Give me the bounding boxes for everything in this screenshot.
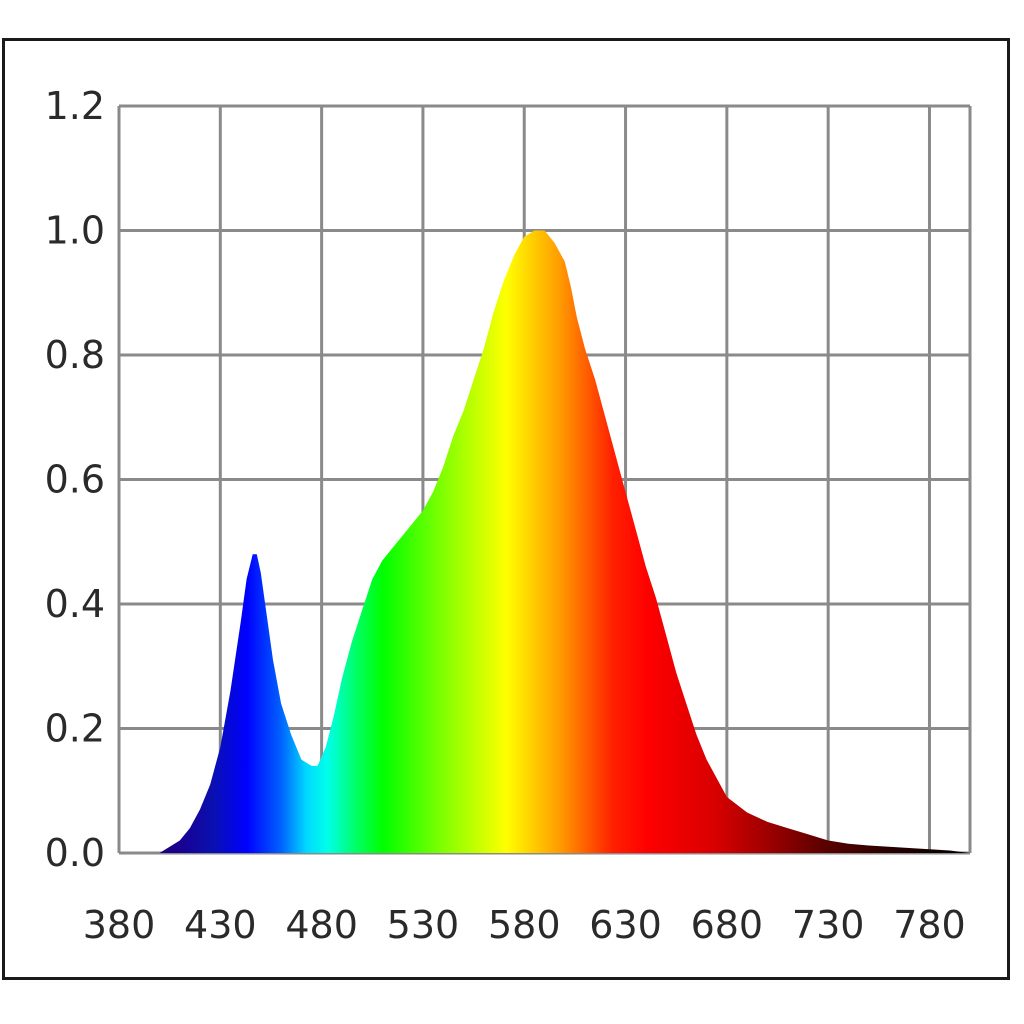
y-tick-label: 1.0: [45, 209, 105, 253]
x-tick-label: 480: [285, 903, 358, 947]
y-tick-label: 0.2: [45, 707, 105, 751]
x-tick-label: 780: [893, 903, 966, 947]
x-tick-label: 630: [589, 903, 662, 947]
x-tick-label: 580: [488, 903, 561, 947]
y-tick-label: 0.0: [45, 831, 105, 875]
x-tick-label: 680: [691, 903, 764, 947]
x-tick-label: 380: [83, 903, 156, 947]
x-tick-label: 730: [792, 903, 865, 947]
y-tick-label: 0.6: [45, 458, 105, 502]
tick-labels: 380 430 480 530 580 630 680 730 780 0.0 0.2 0.4 0.6 0…: [45, 84, 966, 947]
y-tick-label: 1.2: [45, 84, 105, 128]
y-tick-label: 0.8: [45, 333, 105, 377]
spectrum-area: [119, 230, 970, 853]
x-tick-label: 530: [387, 903, 460, 947]
y-tick-label: 0.4: [45, 582, 105, 626]
x-tick-label: 430: [184, 903, 257, 947]
